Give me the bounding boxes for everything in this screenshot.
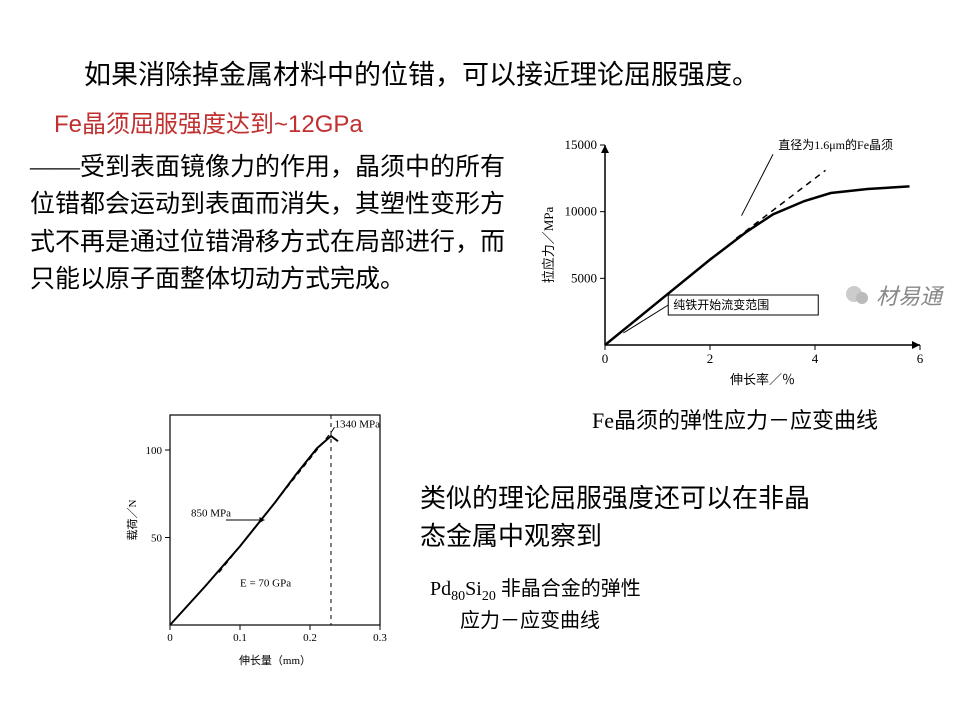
similar-theory-text: 类似的理论屈服强度还可以在非晶态金属中观察到 <box>420 480 820 555</box>
svg-text:1340 MPa: 1340 MPa <box>335 418 381 430</box>
chart-pd-si: 0 0.1 0.2 0.3 50 100 伸长量（mm） 载荷／N 1340 MPa 850 MP… <box>120 400 390 675</box>
chart2-svg: 0 0.1 0.2 0.3 50 100 伸长量（mm） 载荷／N 1340 MPa 850 MP… <box>120 400 390 670</box>
svg-text:0.1: 0.1 <box>233 632 247 644</box>
wechat-icon <box>844 282 870 308</box>
svg-text:2: 2 <box>707 351 714 366</box>
svg-text:6: 6 <box>917 351 924 366</box>
svg-text:0.3: 0.3 <box>373 632 387 644</box>
svg-text:伸长量（mm）: 伸长量（mm） <box>239 654 311 667</box>
svg-text:850 MPa: 850 MPa <box>191 508 231 520</box>
pd-si-caption: Pd80Si20 非晶合金的弹性 应力－应变曲线 <box>420 575 820 635</box>
svg-text:直径为1.6μm的Fe晶须: 直径为1.6μm的Fe晶须 <box>778 137 893 152</box>
svg-text:100: 100 <box>146 445 163 457</box>
svg-text:5000: 5000 <box>571 270 597 285</box>
watermark: 材易通 <box>844 279 942 311</box>
svg-text:E = 70 GPa: E = 70 GPa <box>240 578 291 590</box>
svg-text:0: 0 <box>167 632 173 644</box>
chart1-svg: 0 2 4 6 5000 10000 15000 伸长率／％ 拉应力／MPa 直径为1.6μm的F… <box>535 130 935 390</box>
svg-text:4: 4 <box>812 351 819 366</box>
svg-text:载荷／N: 载荷／N <box>126 499 139 540</box>
svg-text:50: 50 <box>151 533 163 545</box>
svg-text:纯铁开始流变范围: 纯铁开始流变范围 <box>673 297 769 312</box>
svg-text:伸长率／％: 伸长率／％ <box>730 372 795 387</box>
chart1-caption: Fe晶须的弹性应力－应变曲线 <box>535 403 935 435</box>
svg-text:15000: 15000 <box>565 137 598 152</box>
svg-text:拉应力／MPa: 拉应力／MPa <box>541 206 556 283</box>
svg-text:10000: 10000 <box>565 204 598 219</box>
intro-text: 如果消除掉金属材料中的位错，可以接近理论屈服强度。 <box>30 55 930 96</box>
svg-text:0.2: 0.2 <box>303 632 317 644</box>
svg-text:0: 0 <box>602 351 609 366</box>
body-paragraph: ——受到表面镜像力的作用，晶须中的所有位错都会运动到表面而消失，其塑性变形方式不… <box>30 149 520 299</box>
